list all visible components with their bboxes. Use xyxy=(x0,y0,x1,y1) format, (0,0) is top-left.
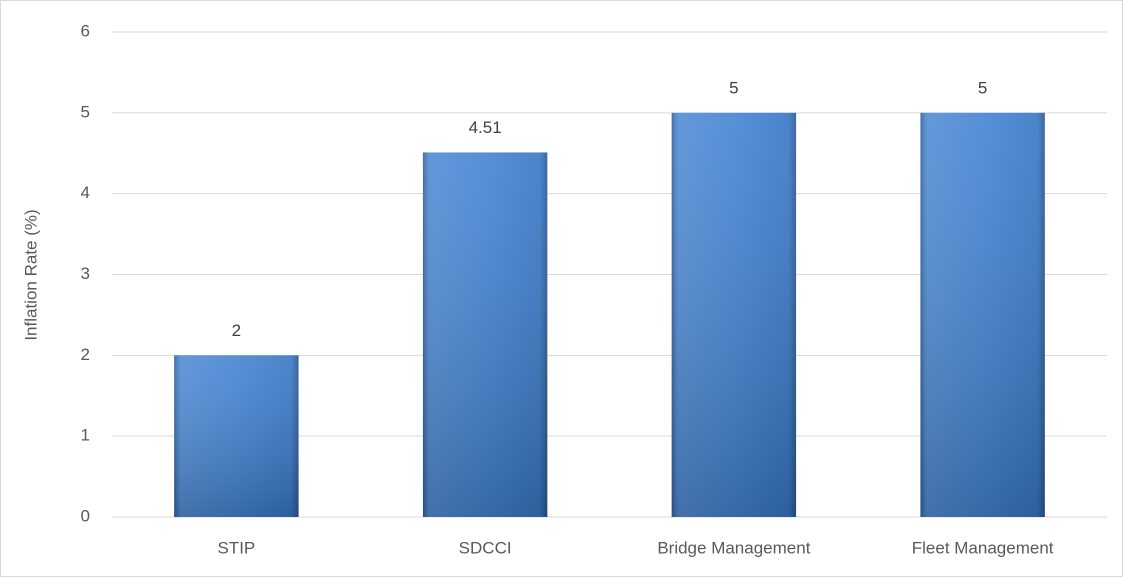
value-label: 4.51 xyxy=(469,118,502,137)
y-axis-label: Inflation Rate (%) xyxy=(21,209,40,340)
value-label: 5 xyxy=(729,78,738,97)
bar-shade xyxy=(174,355,299,517)
value-label: 2 xyxy=(232,321,241,340)
x-tick-label: Fleet Management xyxy=(912,538,1054,557)
x-tick-label: SDCCI xyxy=(459,538,512,557)
bar-shade xyxy=(422,152,548,518)
value-label: 5 xyxy=(978,78,987,97)
y-tick-label: 5 xyxy=(81,102,90,121)
bar-shade xyxy=(920,112,1045,517)
y-tick-label: 4 xyxy=(81,183,90,202)
x-tick-label: STIP xyxy=(217,538,255,557)
bar-shade xyxy=(671,112,797,517)
y-tick-label: 1 xyxy=(81,426,90,445)
y-tick-label: 2 xyxy=(81,345,90,364)
y-tick-label: 0 xyxy=(81,506,90,525)
x-tick-label: Bridge Management xyxy=(657,538,810,557)
y-tick-label: 3 xyxy=(81,264,90,283)
y-tick-label: 6 xyxy=(81,21,90,40)
